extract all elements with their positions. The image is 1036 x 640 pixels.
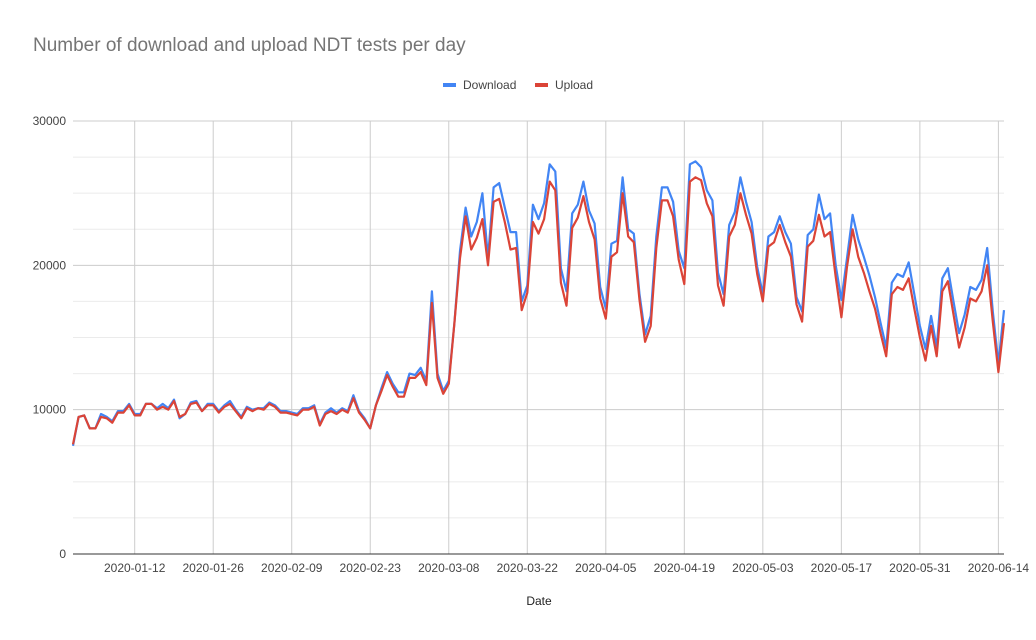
x-tick-label: 2020-02-23 (340, 561, 402, 575)
x-tick-label: 2020-05-03 (732, 561, 794, 575)
y-tick-label: 30000 (33, 114, 67, 128)
x-tick-label: 2020-03-08 (418, 561, 480, 575)
y-axis: 0 10000 20000 30000 (33, 114, 67, 561)
legend-item-upload[interactable]: Upload (535, 78, 593, 92)
y-tick-label: 0 (59, 547, 66, 561)
x-tick-label: 2020-01-12 (104, 561, 166, 575)
series-lines (71, 160, 1006, 447)
legend[interactable]: Download Upload (443, 78, 593, 92)
legend-label: Upload (555, 78, 593, 92)
legend-item-download[interactable]: Download (443, 78, 516, 92)
series-line-upload (71, 176, 1006, 445)
x-tick-label: 2020-05-31 (889, 561, 951, 575)
x-tick-label: 2020-04-19 (654, 561, 716, 575)
x-tick-label: 2020-02-09 (261, 561, 323, 575)
y-tick-label: 10000 (33, 403, 67, 417)
legend-swatch (535, 83, 548, 87)
legend-swatch (443, 83, 456, 87)
x-axis-label: Date (526, 594, 552, 608)
x-tick-label: 2020-06-14 (968, 561, 1030, 575)
x-axis: 2020-01-12 2020-01-26 2020-02-09 2020-02-23… (73, 553, 1030, 575)
gridlines (73, 120, 1004, 555)
chart-title: Number of download and upload NDT tests … (33, 35, 466, 56)
y-tick-label: 20000 (33, 258, 67, 272)
series-line-download (71, 160, 1006, 447)
x-tick-label: 2020-01-26 (183, 561, 245, 575)
x-tick-label: 2020-04-05 (575, 561, 637, 575)
x-tick-label: 2020-03-22 (497, 561, 559, 575)
legend-label: Download (463, 78, 516, 92)
x-tick-label: 2020-05-17 (811, 561, 873, 575)
